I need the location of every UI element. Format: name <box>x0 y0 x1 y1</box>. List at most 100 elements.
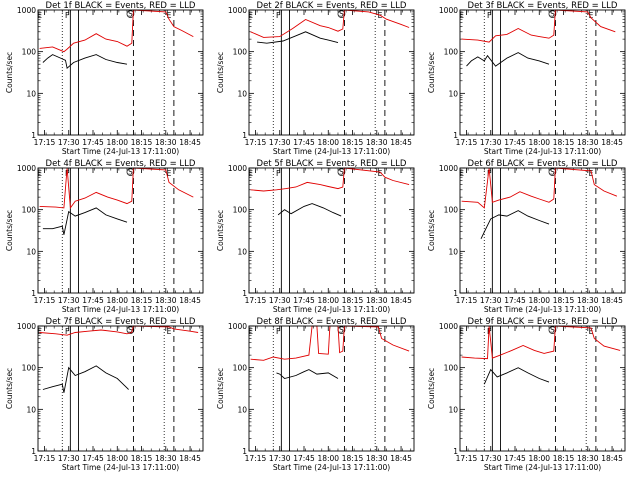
x-tick-label: 17:45 <box>504 296 526 305</box>
y-axis-label: Counts/sec <box>216 52 225 93</box>
y-tick-label: 1000 <box>228 6 247 15</box>
saa-marker-label: S <box>128 10 133 19</box>
saa-marker-circle <box>337 168 346 176</box>
x-tick-label: 18:30 <box>155 454 177 463</box>
lld-series-line <box>250 167 410 192</box>
x-axis-label: Start Time (24-Jul-13 17:11:00) <box>273 305 390 314</box>
saa-marker-circle <box>126 326 135 334</box>
marker-f: F <box>276 327 280 336</box>
lld-series-line <box>39 325 199 336</box>
marker-e: E <box>167 327 172 336</box>
y-tick-label: 100 <box>444 206 459 215</box>
marker-e: E <box>459 327 464 336</box>
marker-f: F <box>276 11 280 20</box>
x-tick-label: 17:45 <box>293 454 315 463</box>
y-tick-label: 1000 <box>17 322 36 331</box>
x-axis-label: Start Time (24-Jul-13 17:11:00) <box>484 305 601 314</box>
x-tick-label: 17:15 <box>34 454 56 463</box>
panel-title: Det 2f BLACK = Events, RED = LLD <box>257 1 407 11</box>
x-tick-label: 18:15 <box>342 454 364 463</box>
x-tick-label: 18:15 <box>131 454 153 463</box>
marker-e: E <box>167 169 172 178</box>
y-tick-label: 10 <box>237 405 247 414</box>
lld-series-line <box>250 9 410 38</box>
y-axis-label: Counts/sec <box>216 210 225 251</box>
panel-title: Det 6f BLACK = Events, RED = LLD <box>468 159 618 169</box>
lld-series-line <box>39 9 194 53</box>
panel-8: Det 8f BLACK = Events, RED = LLD Counts/s… <box>216 317 415 472</box>
x-tick-label: 18:45 <box>390 138 412 147</box>
x-tick-label: 17:30 <box>480 138 502 147</box>
x-tick-label: 18:30 <box>366 296 388 305</box>
y-tick-label: 10 <box>448 247 458 256</box>
panel-7: Det 7f BLACK = Events, RED = LLD Counts/s… <box>5 317 204 472</box>
x-tick-label: 18:00 <box>528 138 550 147</box>
plot-frame <box>248 167 415 294</box>
x-tick-label: 17:15 <box>34 296 56 305</box>
x-tick-label: 18:30 <box>366 454 388 463</box>
y-tick-label: 1 <box>31 289 36 298</box>
saa-marker-label: S <box>128 326 133 335</box>
x-tick-label: 17:45 <box>504 138 526 147</box>
x-tick-label: 17:30 <box>58 296 80 305</box>
x-tick-label: 18:00 <box>106 454 128 463</box>
x-tick-label: 18:15 <box>553 138 575 147</box>
y-axis-label: Counts/sec <box>427 368 436 409</box>
x-tick-label: 18:45 <box>179 138 201 147</box>
y-tick-label: 10 <box>448 405 458 414</box>
panel-3: Det 3f BLACK = Events, RED = LLD Counts/s… <box>427 1 626 156</box>
x-tick-label: 17:15 <box>245 454 267 463</box>
marker-e: E <box>167 11 172 20</box>
panel-title: Det 1f BLACK = Events, RED = LLD <box>46 1 196 11</box>
y-tick-label: 10 <box>26 405 36 414</box>
y-tick-label: 100 <box>22 48 37 57</box>
x-tick-label: 17:30 <box>58 138 80 147</box>
saa-marker-label: S <box>339 10 344 19</box>
events-series-line <box>276 369 339 379</box>
x-tick-label: 17:15 <box>456 454 478 463</box>
y-tick-label: 1000 <box>228 164 247 173</box>
saa-marker-label: S <box>550 326 555 335</box>
saa-marker-label: S <box>339 168 344 177</box>
marker-e: E <box>248 11 253 20</box>
x-tick-label: 18:30 <box>155 138 177 147</box>
marker-f: F <box>65 327 69 336</box>
x-tick-label: 18:30 <box>577 296 599 305</box>
saa-marker-label: S <box>550 168 555 177</box>
events-series-line <box>257 31 339 44</box>
y-axis-label: Counts/sec <box>427 52 436 93</box>
panel-4: Det 4f BLACK = Events, RED = LLD Counts/s… <box>5 159 204 314</box>
x-tick-label: 18:00 <box>106 138 128 147</box>
marker-e: E <box>378 327 383 336</box>
panel-title: Det 4f BLACK = Events, RED = LLD <box>46 159 196 169</box>
saa-marker-circle <box>126 10 135 18</box>
panel-2: Det 2f BLACK = Events, RED = LLD Counts/s… <box>216 1 415 156</box>
x-tick-label: 17:30 <box>480 296 502 305</box>
y-tick-label: 1000 <box>17 164 36 173</box>
x-tick-label: 17:30 <box>58 454 80 463</box>
y-tick-label: 100 <box>233 364 248 373</box>
x-axis-label: Start Time (24-Jul-13 17:11:00) <box>484 147 601 156</box>
x-tick-label: 18:15 <box>131 296 153 305</box>
x-tick-label: 18:45 <box>390 454 412 463</box>
marker-e: E <box>248 327 253 336</box>
events-series-line <box>480 210 550 239</box>
panel-9: Det 9f BLACK = Events, RED = LLD Counts/s… <box>427 317 626 472</box>
panel-5: Det 5f BLACK = Events, RED = LLD Counts/s… <box>216 159 415 314</box>
x-tick-label: 17:45 <box>82 296 104 305</box>
x-axis-label: Start Time (24-Jul-13 17:11:00) <box>62 463 179 472</box>
y-tick-label: 10 <box>237 89 247 98</box>
y-tick-label: 1 <box>31 447 36 456</box>
x-tick-label: 18:15 <box>553 296 575 305</box>
y-tick-label: 100 <box>233 48 248 57</box>
marker-e: E <box>589 327 594 336</box>
y-tick-label: 100 <box>444 48 459 57</box>
y-tick-label: 1000 <box>439 322 458 331</box>
events-series-line <box>466 52 550 67</box>
marker-f: F <box>487 11 491 20</box>
y-tick-label: 1 <box>31 131 36 140</box>
x-axis-label: Start Time (24-Jul-13 17:11:00) <box>62 305 179 314</box>
x-tick-label: 17:15 <box>245 138 267 147</box>
x-tick-label: 17:30 <box>480 454 502 463</box>
